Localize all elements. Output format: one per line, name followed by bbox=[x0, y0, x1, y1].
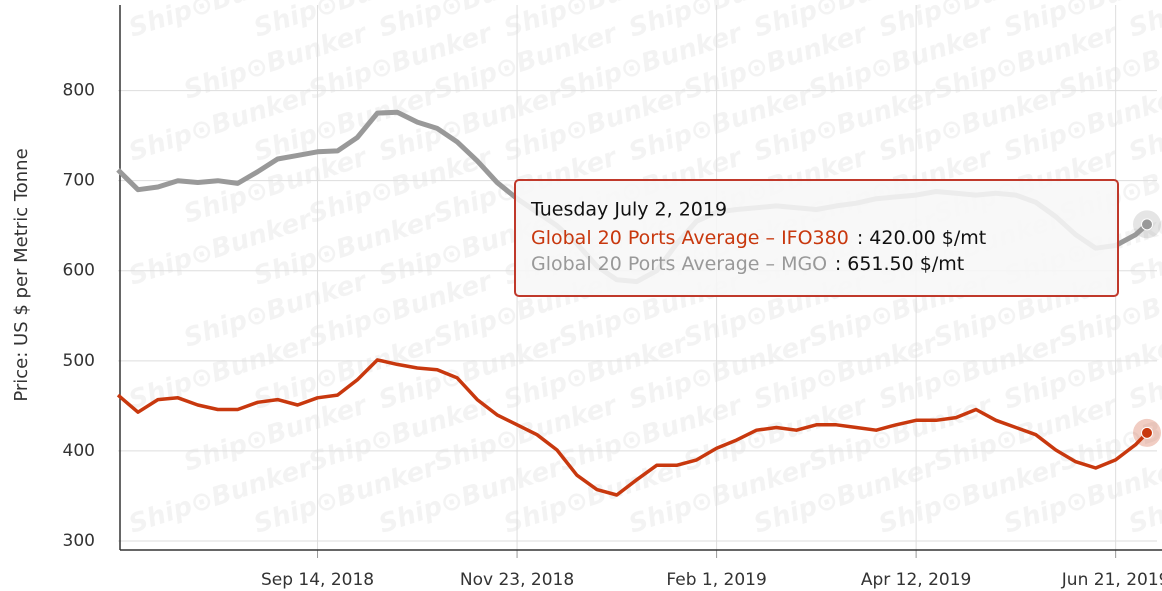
y-tick-label: 700 bbox=[63, 171, 95, 191]
x-tick-label: Feb 1, 2019 bbox=[666, 570, 766, 590]
tooltip-title: Tuesday July 2, 2019 bbox=[530, 199, 727, 221]
y-tick-label: 500 bbox=[63, 351, 95, 371]
y-tick-label: 400 bbox=[63, 441, 95, 461]
hover-point bbox=[1141, 218, 1153, 231]
tooltip-row: Global 20 Ports Average – MGO : 651.50 $/… bbox=[531, 253, 964, 275]
y-axis-label: Price: US $ per Metric Tonne bbox=[11, 148, 32, 401]
x-tick-label: Sep 14, 2018 bbox=[261, 570, 374, 590]
series-line bbox=[116, 358, 1149, 497]
tooltip-series-name: Global 20 Ports Average – MGO bbox=[531, 253, 827, 275]
tooltip: Tuesday July 2, 2019 Global 20 Ports Aver… bbox=[514, 179, 1119, 297]
x-tick-label: Jun 21, 2019 bbox=[1061, 570, 1162, 590]
tooltip-row: Global 20 Ports Average – IFO380 : 420.00… bbox=[531, 227, 986, 249]
x-tick-label: Apr 12, 2019 bbox=[861, 570, 972, 590]
hover-point bbox=[1141, 426, 1153, 439]
x-tick-label: Nov 23, 2018 bbox=[460, 570, 574, 590]
y-tick-label: 300 bbox=[63, 531, 95, 551]
tooltip-value: : 651.50 $/mt bbox=[835, 253, 964, 275]
tooltip-box bbox=[514, 179, 1119, 297]
tooltip-series-name: Global 20 Ports Average – IFO380 bbox=[531, 227, 849, 249]
watermark: Ship⊙Bunker bbox=[1125, 0, 1162, 44]
y-tick-label: 600 bbox=[63, 261, 95, 281]
y-tick-label: 800 bbox=[63, 81, 95, 101]
tooltip-value: : 420.00 $/mt bbox=[857, 227, 986, 249]
